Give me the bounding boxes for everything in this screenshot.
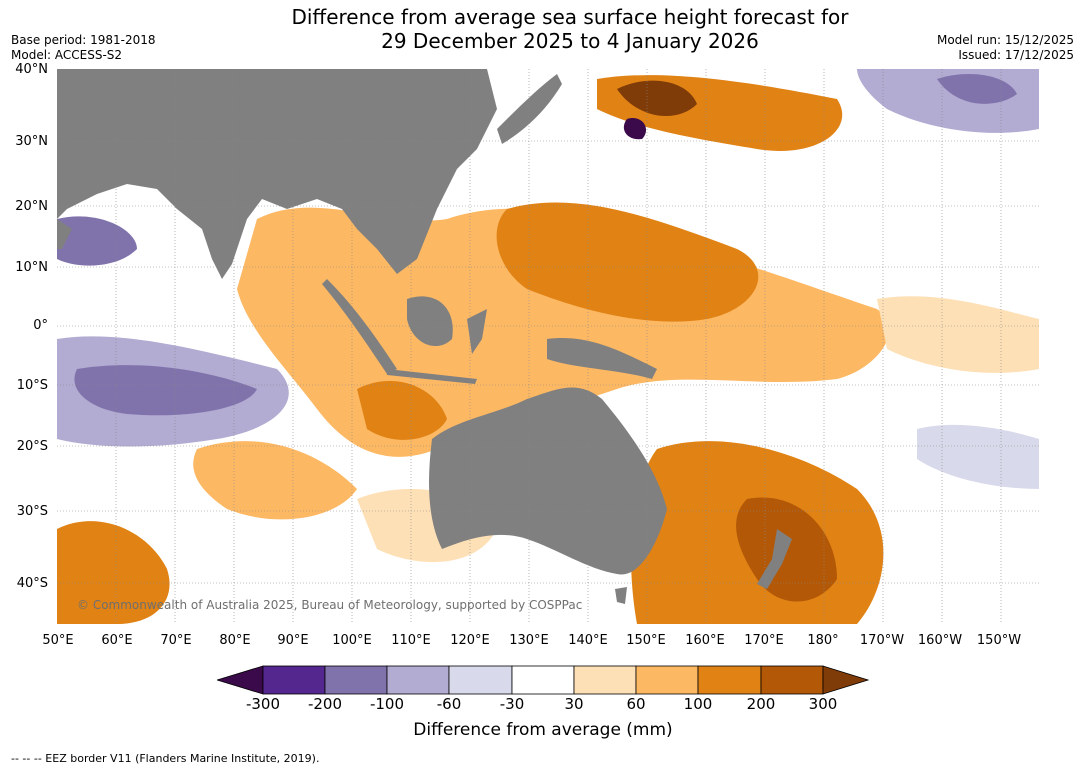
anomaly-region-positive-9: [193, 441, 357, 520]
colorbar-swatch-6: [573, 665, 637, 695]
lon-label-100e: 100°E: [332, 633, 372, 648]
lon-label-170w: 170°W: [859, 633, 905, 648]
colorbar-swatch-7: [635, 665, 699, 695]
lon-label-160w: 160°W: [917, 633, 963, 648]
lon-label-90e: 90°E: [277, 633, 309, 648]
meta-right: Model run: 15/12/2025 Issued: 17/12/2025: [937, 33, 1074, 63]
anomaly-region-negative-3: [57, 216, 137, 266]
land-sulawesi: [467, 309, 487, 354]
map-title: Difference from average sea surface heig…: [200, 5, 940, 53]
anomaly-region-positive-5: [617, 80, 697, 116]
colorbar-tick-0: -300: [245, 695, 281, 713]
meta-left: Base period: 1981-2018 Model: ACCESS-S2: [11, 33, 156, 63]
anomaly-region-positive-8: [57, 521, 170, 624]
lat-label-10n: 10°N: [15, 260, 48, 275]
land-new-guinea: [547, 338, 657, 379]
colorbar-label: Difference from average (mm): [413, 720, 673, 740]
colorbar-tick-6: 60: [626, 695, 646, 713]
title-line-2: 29 December 2025 to 4 January 2026: [381, 29, 759, 53]
graticule: [57, 69, 1039, 624]
colorbar-swatch-3: [386, 665, 450, 695]
anomaly-region-negative-5: [937, 74, 1017, 104]
lon-label-70e: 70°E: [160, 633, 192, 648]
land: [57, 69, 792, 604]
colorbar-swatch-8: [697, 665, 762, 695]
colorbar-tick-9: 300: [808, 695, 838, 713]
colorbar-swatch-5: [511, 665, 575, 695]
colorbar-tick-2: -100: [369, 695, 405, 713]
lon-label-80e: 80°E: [219, 633, 251, 648]
colorbar-tick-1: -200: [307, 695, 343, 713]
land-australia: [429, 387, 667, 575]
title-line-1: Difference from average sea surface heig…: [291, 5, 849, 29]
anomaly-region-negative-7: [917, 424, 1039, 489]
lon-label-110e: 110°E: [391, 633, 431, 648]
colorbar: [217, 665, 869, 695]
colorbar-swatch-1: [262, 665, 326, 695]
anomaly-map: [57, 69, 1039, 624]
map-panel: [57, 69, 1039, 624]
lon-label-180: 180°: [807, 633, 839, 648]
colorbar-swatch-9: [760, 665, 824, 695]
land-japan: [497, 74, 562, 144]
land-new-zealand: [757, 529, 792, 589]
lon-label-170e: 170°E: [744, 633, 784, 648]
land-borneo: [407, 296, 453, 347]
anomaly-region-positive-3: [357, 380, 447, 440]
lon-label-150e: 150°E: [626, 633, 666, 648]
colorbar-swatch-2: [324, 665, 388, 695]
colorbar-tick-5: 30: [564, 695, 584, 713]
lat-label-40s: 40°S: [16, 576, 48, 591]
lat-label-30n: 30°N: [15, 134, 48, 149]
colorbar-swatch-10: [822, 665, 869, 695]
land-sumatra: [322, 279, 397, 374]
lon-label-160e: 160°E: [685, 633, 725, 648]
eez-footnote: -- -- -- EEZ border V11 (Flanders Marine…: [11, 752, 320, 765]
lon-label-150w: 150°W: [976, 633, 1022, 648]
colorbar-swatch-0: [217, 665, 264, 695]
lat-label-10s: 10°S: [16, 378, 48, 393]
lat-label-0: 0°: [33, 318, 48, 333]
colorbar-tick-8: 200: [746, 695, 776, 713]
land-java: [387, 369, 477, 384]
copyright-notice: © Commonwealth of Australia 2025, Bureau…: [77, 598, 583, 612]
lon-label-120e: 120°E: [450, 633, 490, 648]
anomaly-fill: [57, 69, 1039, 624]
lat-label-20s: 20°S: [16, 439, 48, 454]
anomaly-region-positive-2: [496, 202, 759, 322]
anomaly-region-negative-6: [623, 118, 647, 140]
base-period: Base period: 1981-2018: [11, 33, 156, 47]
lat-label-20n: 20°N: [15, 199, 48, 214]
lat-label-30s: 30°S: [16, 504, 48, 519]
lon-label-60e: 60°E: [101, 633, 133, 648]
colorbar-swatch-4: [448, 665, 513, 695]
lat-label-40n: 40°N: [15, 62, 48, 77]
colorbar-tick-4: -30: [499, 695, 525, 713]
land-arabia: [57, 219, 72, 249]
model-name: Model: ACCESS-S2: [11, 48, 123, 62]
anomaly-region-negative-2: [74, 365, 257, 416]
lon-label-130e: 130°E: [509, 633, 549, 648]
lon-label-140e: 140°E: [568, 633, 608, 648]
land-tasmania: [615, 587, 627, 604]
issued-date: Issued: 17/12/2025: [958, 48, 1074, 62]
anomaly-region-light-1: [877, 296, 1039, 373]
colorbar-tick-3: -60: [436, 695, 462, 713]
colorbar-tick-7: 100: [683, 695, 713, 713]
lon-label-50e: 50°E: [42, 633, 74, 648]
land-asia: [57, 69, 497, 279]
model-run: Model run: 15/12/2025: [936, 33, 1074, 47]
